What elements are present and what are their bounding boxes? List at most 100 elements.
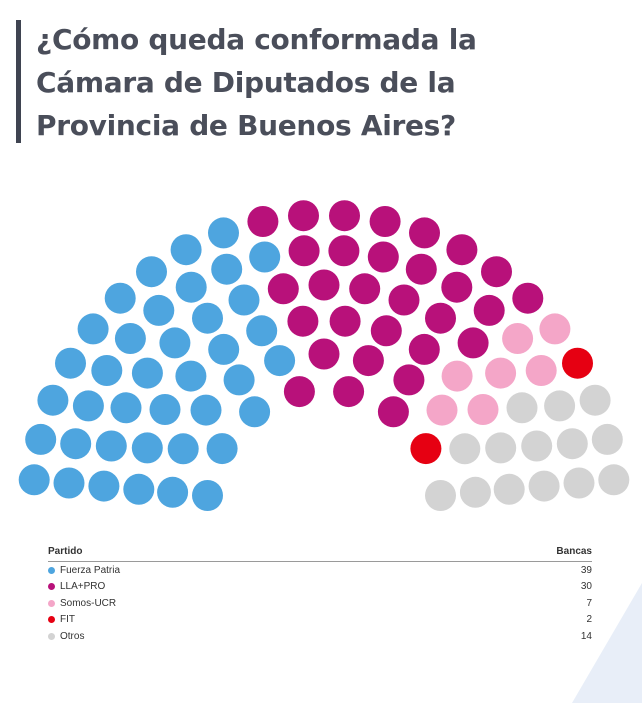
seat-fuerza-patria: [25, 423, 57, 455]
legend-party-seats: 39: [580, 564, 592, 576]
seat-fuerza-patria: [159, 327, 191, 359]
seat-lla-pro: [393, 364, 425, 396]
seat-lla-pro: [388, 284, 420, 316]
seat-lla-pro: [369, 206, 401, 237]
seat-somos-ucr: [441, 360, 473, 392]
legend-party: LLA+PRO: [48, 581, 105, 592]
legend-rows: Fuerza Patria 39 LLA+PRO 30 Somos-UCR 7 FIT 2 Ot…: [48, 562, 592, 645]
seat-otros: [485, 432, 517, 464]
seat-fuerza-patria: [228, 284, 260, 316]
legend-color-dot: [48, 566, 55, 574]
seat-fuerza-patria: [192, 302, 223, 334]
seat-fuerza-patria: [131, 357, 163, 389]
seat-fuerza-patria: [167, 433, 199, 465]
seat-lla-pro: [267, 273, 299, 305]
seat-lla-pro: [512, 282, 544, 314]
seat-fuerza-patria: [110, 392, 142, 424]
legend-color-dot: [48, 599, 55, 607]
seat-lla-pro: [288, 200, 319, 232]
seat-otros: [544, 390, 576, 422]
seat-fuerza-patria: [206, 433, 238, 465]
seat-fuerza-patria: [136, 256, 167, 288]
seat-somos-ucr: [502, 323, 534, 354]
legend-color-dot: [48, 632, 55, 640]
legend-party: Somos-UCR: [48, 598, 116, 609]
legend-row: Somos-UCR 7: [48, 595, 592, 612]
seat-otros: [579, 384, 611, 416]
legend-row: FIT 2: [48, 612, 592, 629]
seat-fit: [410, 433, 442, 465]
legend-header-seats: Bancas: [556, 546, 592, 557]
seat-fuerza-patria: [246, 315, 278, 347]
seat-somos-ucr: [525, 355, 557, 386]
seat-otros: [591, 423, 623, 455]
seat-otros: [459, 476, 491, 508]
legend-party-name: LLA+PRO: [60, 581, 106, 593]
seat-lla-pro: [247, 206, 279, 237]
seat-fuerza-patria: [95, 430, 127, 462]
seat-lla-pro: [473, 294, 505, 326]
seat-fuerza-patria: [190, 394, 222, 426]
seat-fuerza-patria: [37, 384, 69, 416]
seat-otros: [563, 467, 595, 499]
seat-lla-pro: [409, 217, 440, 249]
parliament-chart: [18, 200, 630, 511]
legend-color-dot: [48, 616, 55, 624]
seat-fuerza-patria: [192, 480, 223, 511]
seat-otros: [528, 470, 560, 502]
seat-somos-ucr: [426, 394, 458, 426]
legend-party-name: Fuerza Patria: [60, 564, 121, 576]
seat-fuerza-patria: [208, 217, 239, 249]
seat-fuerza-patria: [264, 345, 296, 377]
seat-lla-pro: [333, 376, 365, 408]
legend-party: Fuerza Patria: [48, 565, 120, 576]
seat-fuerza-patria: [18, 464, 50, 496]
seat-lla-pro: [352, 345, 384, 377]
legend-row: LLA+PRO 30: [48, 579, 592, 596]
seat-lla-pro: [283, 376, 315, 408]
seat-fuerza-patria: [72, 390, 104, 422]
seat-otros: [493, 473, 525, 505]
seat-lla-pro: [425, 302, 456, 334]
seat-lla-pro: [308, 269, 340, 301]
seat-fuerza-patria: [157, 476, 189, 508]
seat-otros: [556, 428, 588, 460]
seat-fuerza-patria: [149, 394, 181, 425]
seat-lla-pro: [441, 271, 473, 303]
seat-somos-ucr: [539, 313, 571, 345]
seat-fuerza-patria: [211, 253, 243, 285]
legend-party: FIT: [48, 614, 75, 625]
title-accent-bar: [16, 20, 21, 143]
seat-somos-ucr: [467, 394, 499, 425]
seat-lla-pro: [308, 338, 340, 370]
legend-color-dot: [48, 583, 55, 591]
seat-otros: [598, 464, 630, 496]
seat-fuerza-patria: [60, 428, 92, 460]
seat-fit: [562, 347, 593, 379]
seat-lla-pro: [328, 235, 360, 267]
seat-fuerza-patria: [131, 432, 163, 464]
seat-fuerza-patria: [114, 323, 146, 354]
seat-fuerza-patria: [223, 364, 255, 396]
seat-fuerza-patria: [55, 347, 86, 379]
legend-row: Fuerza Patria 39: [48, 562, 592, 579]
seat-fuerza-patria: [143, 294, 175, 326]
legend-party-name: FIT: [60, 614, 75, 626]
seat-fuerza-patria: [77, 313, 109, 345]
legend-party: Otros: [48, 631, 84, 642]
seat-fuerza-patria: [88, 470, 120, 502]
legend-header-party: Partido: [48, 546, 83, 557]
seat-lla-pro: [377, 396, 409, 428]
seat-fuerza-patria: [249, 241, 281, 273]
seat-lla-pro: [446, 234, 478, 266]
seat-fuerza-patria: [208, 333, 240, 365]
corner-decoration: [572, 583, 642, 703]
seat-lla-pro: [287, 305, 319, 337]
seat-fuerza-patria: [170, 234, 202, 266]
legend-party-name: Otros: [60, 630, 85, 642]
seat-fuerza-patria: [104, 282, 136, 314]
seat-lla-pro: [405, 253, 437, 285]
seat-lla-pro: [288, 235, 320, 267]
seat-fuerza-patria: [91, 355, 123, 386]
seat-lla-pro: [457, 327, 489, 359]
